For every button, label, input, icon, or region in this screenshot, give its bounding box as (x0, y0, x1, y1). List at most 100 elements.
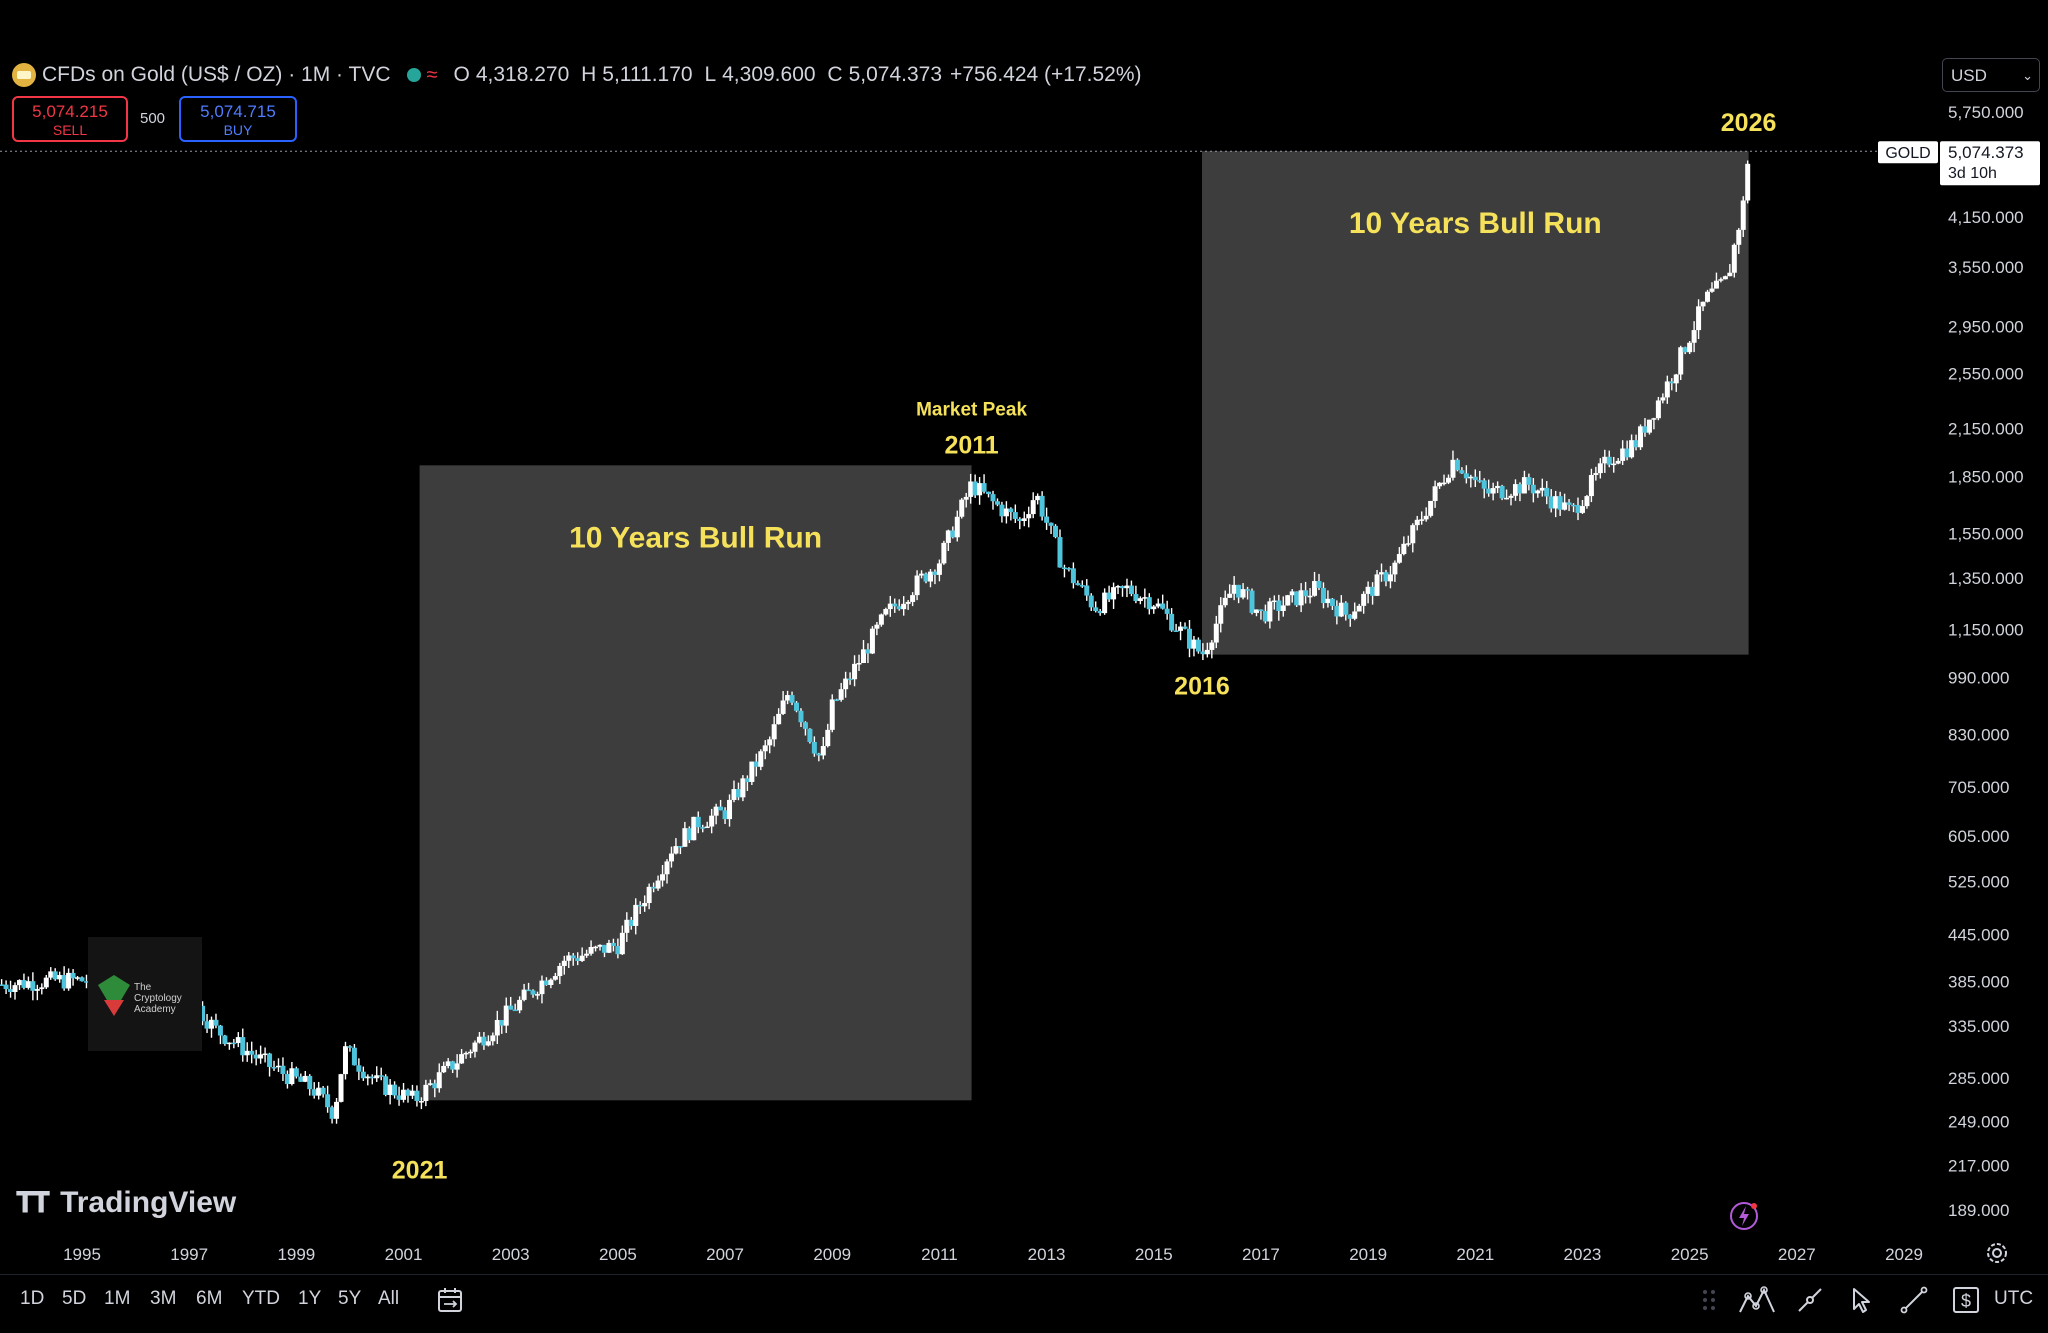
cursor-icon[interactable] (1846, 1284, 1878, 1316)
candle-body (526, 989, 532, 992)
quantity-value[interactable]: 500 (140, 110, 166, 127)
candle-body (606, 942, 612, 953)
candle-body (869, 628, 875, 654)
candle-body (740, 778, 746, 798)
candle-body (1186, 628, 1192, 649)
timeframe-1m[interactable]: 1M (104, 1288, 131, 1309)
candle-body (320, 1087, 326, 1095)
candle-body (530, 990, 536, 995)
candle-body (1093, 607, 1099, 612)
candle-body (1258, 609, 1264, 611)
candle-body (1419, 519, 1425, 521)
candle-body (1463, 473, 1469, 479)
candle-body (1423, 515, 1429, 520)
currency-select[interactable]: USD ⌄ (1942, 58, 2040, 92)
candle-body (1646, 419, 1652, 433)
candle-body (1289, 591, 1295, 596)
timeframe-all[interactable]: All (378, 1288, 400, 1309)
timeframe-5d[interactable]: 5D (62, 1288, 87, 1309)
open-value: 4,318.270 (475, 63, 570, 86)
symbol-title[interactable]: CFDs on Gold (US$ / OZ) · 1M · TVC (42, 63, 391, 86)
price-tick-label: 2,150.000 (1948, 419, 2024, 438)
candle-body (1553, 496, 1559, 509)
price-tick-label: 385.000 (1948, 972, 2009, 991)
candle-body (575, 958, 581, 961)
candle-body (1182, 626, 1188, 629)
candle-body (423, 1084, 429, 1102)
candle-body (1070, 568, 1076, 584)
candle-body (1669, 381, 1675, 384)
candle-body (1303, 590, 1309, 597)
timeframe-1d[interactable]: 1D (20, 1288, 45, 1309)
candle-body (360, 1071, 366, 1079)
candle-body (762, 745, 768, 752)
time-tick-label: 2003 (492, 1245, 530, 1264)
indicator-icon[interactable] (1738, 1284, 1776, 1316)
candle-body (1548, 496, 1554, 509)
candle-body (485, 1041, 491, 1046)
timeframe-3m[interactable]: 3M (150, 1288, 177, 1309)
calendar-range-icon[interactable] (434, 1284, 466, 1316)
candle-body (619, 932, 625, 955)
candle-body (1722, 276, 1728, 280)
candle-body (557, 965, 563, 977)
candle-body (552, 976, 558, 980)
candle-body (1253, 609, 1259, 613)
sell-button[interactable]: 5,074.215 SELL (12, 96, 128, 142)
candle-body (954, 516, 960, 538)
draw-line-icon[interactable] (1794, 1284, 1826, 1316)
candle-body (1664, 381, 1670, 398)
candle-body (807, 728, 813, 742)
sell-price: 5,074.215 (32, 102, 108, 121)
candle-body (1446, 477, 1451, 483)
candle-body (1347, 614, 1353, 619)
candle-body (8, 989, 14, 992)
candle-body (860, 649, 866, 664)
timeframe-1y[interactable]: 1Y (298, 1288, 322, 1309)
candle-body (30, 981, 36, 991)
candle-body (1521, 477, 1527, 494)
candle-body (749, 761, 755, 782)
candle-body (1102, 592, 1108, 614)
timeframe-5y[interactable]: 5Y (338, 1288, 362, 1309)
candle-body (1039, 495, 1045, 517)
trend-line-icon[interactable] (1898, 1284, 1930, 1316)
candle-body (450, 1061, 456, 1070)
candle-body (494, 1020, 500, 1036)
candle-body (1459, 470, 1465, 474)
time-tick-label: 2027 (1778, 1245, 1816, 1264)
candle-body (351, 1047, 357, 1066)
low-value: 4,309.600 (722, 63, 816, 86)
candle-body (1026, 514, 1032, 519)
candle-body (1361, 593, 1367, 606)
drag-handle-icon[interactable] (1700, 1284, 1718, 1316)
candle-body (874, 624, 880, 629)
candle-body (1642, 426, 1648, 433)
low-label: L (704, 63, 717, 86)
timeframe-ytd[interactable]: YTD (242, 1288, 280, 1309)
candle-body (941, 542, 947, 564)
time-tick-label: 2025 (1671, 1245, 1709, 1264)
candle-body (409, 1090, 415, 1096)
candle-body (887, 603, 893, 610)
candle-body (798, 710, 804, 723)
settings-icon[interactable] (1982, 1238, 2012, 1268)
candle-body (1481, 480, 1487, 489)
candle-body (1414, 519, 1420, 526)
candle-body (1142, 597, 1148, 599)
symbol-tag (1878, 141, 1938, 164)
dollar-scale-icon[interactable]: $ (1950, 1284, 1982, 1316)
candle-body (476, 1036, 482, 1043)
timezone-button[interactable]: UTC (1994, 1288, 2034, 1309)
lightning-icon[interactable] (1728, 1200, 1760, 1232)
candle-body (1678, 347, 1684, 375)
candle-body (825, 729, 831, 747)
buy-button[interactable]: 5,074.715 BUY (179, 96, 297, 142)
candle-body (1356, 605, 1362, 612)
candle-body (660, 874, 666, 881)
timeframe-6m[interactable]: 6M (196, 1288, 223, 1309)
candle-body (1401, 543, 1407, 555)
candle-body (1727, 272, 1733, 277)
price-tick-label: 5,750.000 (1948, 103, 2024, 122)
